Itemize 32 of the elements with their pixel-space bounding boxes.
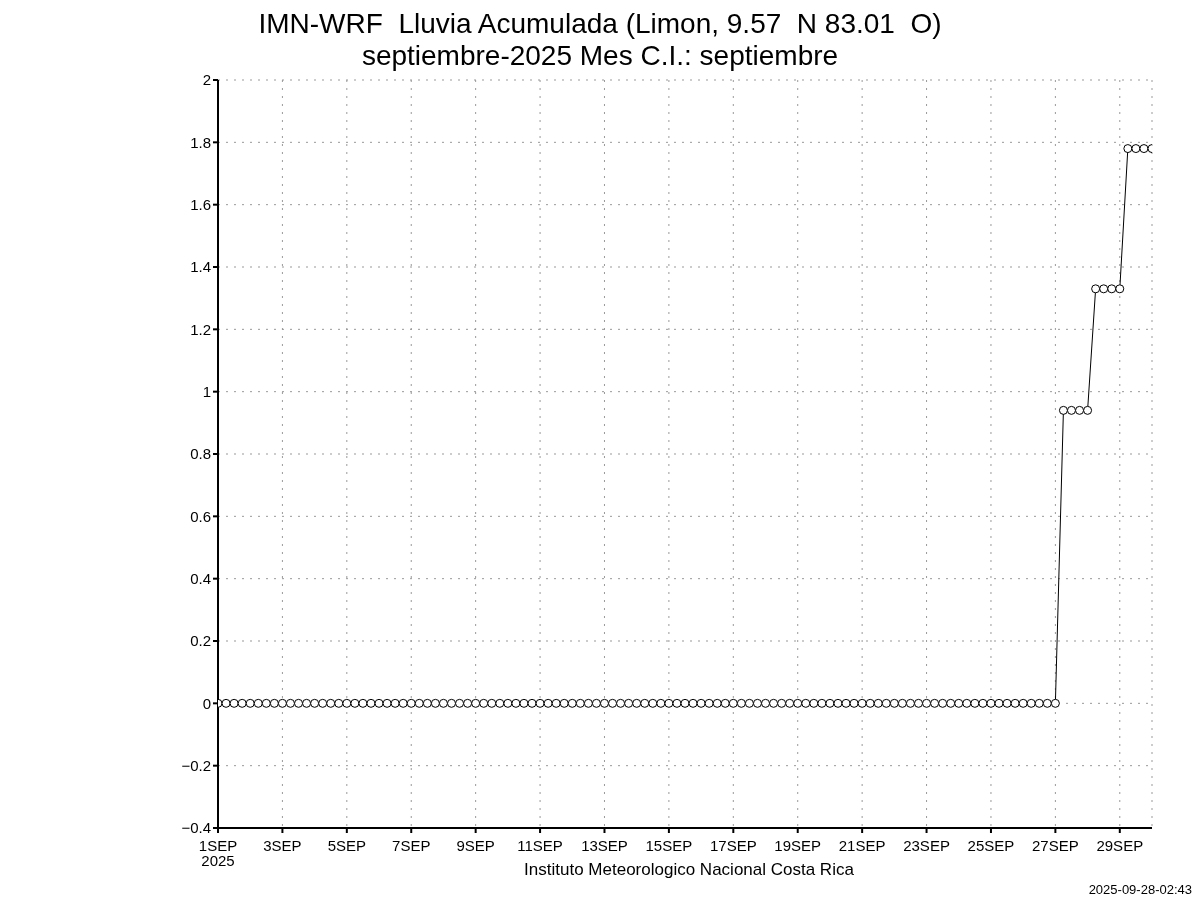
x-tick-label: 9SEP — [456, 837, 495, 854]
x-tick-label: 21SEP — [838, 837, 886, 854]
y-tick-label: 0.6 — [190, 507, 211, 525]
y-tick-label: −0.2 — [181, 756, 211, 774]
text: Instituto Meteorologico Nacional Costa Rica — [524, 860, 854, 879]
x-tick-label: 27SEP — [1032, 837, 1079, 854]
x-tick-label: 11SEP — [517, 837, 563, 854]
y-tick-label: 1.6 — [190, 195, 211, 213]
y-tick-label: 0.8 — [190, 445, 211, 463]
x-tick-label: 5SEP — [327, 837, 367, 854]
y-tick-label: 1 — [202, 382, 211, 400]
x-tick-label: 13SEP — [581, 837, 628, 854]
x-tick-label: 1SEP 2025 — [198, 837, 238, 869]
chart-title: IMN-WRF Lluvia Acumulada (Limon, 9.57 N 83.01 O) — [257, 8, 943, 40]
y-tick-label: 1.2 — [190, 320, 211, 338]
text: 2025-09-28-02:43 — [1088, 882, 1192, 897]
y-tick-label: −0.4 — [181, 819, 211, 837]
x-tick-label: 19SEP — [774, 837, 822, 854]
x-tick-label: 25SEP — [967, 837, 1015, 854]
y-tick-label: 1.4 — [190, 258, 211, 276]
y-tick-label: 1.8 — [190, 133, 211, 151]
x-tick-label: 23SEP — [903, 837, 950, 854]
x-tick-label: 17SEP — [709, 837, 757, 854]
x-tick-label: 15SEP — [645, 837, 693, 854]
x-tick-label: 29SEP — [1096, 837, 1144, 854]
x-tick-label: 3SEP — [263, 837, 302, 854]
y-tick-label: 2 — [202, 71, 211, 89]
x-tick-label: 7SEP — [392, 837, 431, 854]
chart-subtitle: septiembre-2025 Mes C.I.: septiembre — [360, 40, 840, 72]
y-tick-label: 0.4 — [190, 569, 211, 587]
y-tick-label: 0.2 — [190, 632, 211, 650]
y-tick-label: 0 — [202, 694, 211, 712]
